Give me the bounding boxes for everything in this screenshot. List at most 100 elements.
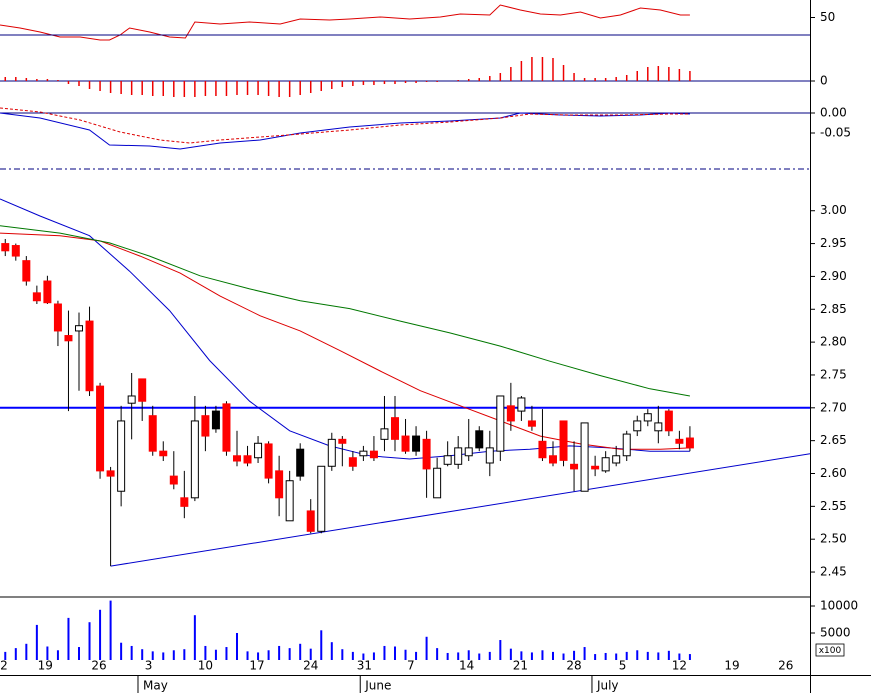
x-tick-label: 24 (303, 659, 318, 673)
y-tick-label: 2.85 (820, 302, 847, 316)
volume-bar (288, 648, 291, 660)
volume-bar (573, 650, 576, 660)
candle-body (275, 470, 284, 499)
volume-bar (478, 653, 481, 660)
volume-bar (594, 654, 597, 660)
candle-body (222, 403, 231, 452)
volume-bar (299, 643, 302, 660)
x-tick-label: 10 (198, 659, 213, 673)
volume-bar (130, 645, 133, 660)
candle-body (527, 420, 536, 427)
candle-body (254, 442, 263, 459)
candle-body (570, 463, 579, 470)
candle-body (591, 465, 600, 470)
y-tick-label: 0.00 (820, 106, 847, 120)
volume-bar (604, 652, 607, 660)
x-tick-label: 3 (145, 659, 153, 673)
volume-bar (678, 653, 681, 660)
candle-body (127, 395, 136, 404)
candle-body (317, 465, 326, 532)
candle-body (506, 405, 515, 422)
volume-bar (362, 653, 365, 660)
y-tick-label: 0 (820, 74, 828, 88)
candle-body (243, 455, 252, 464)
candle-body (138, 378, 147, 402)
y-tick-label: 3.00 (820, 203, 847, 217)
y-tick-label: 2.75 (820, 367, 847, 381)
x-tick-label: 21 (513, 659, 528, 673)
y-tick-label: 2.50 (820, 532, 847, 546)
candle-body (496, 395, 505, 452)
candle-body (654, 422, 663, 432)
volume-bar (141, 649, 144, 660)
x-tick-label: 26 (91, 659, 106, 673)
volume-bar (151, 651, 154, 660)
volume-bar (530, 652, 533, 660)
volume-bar (688, 654, 691, 660)
candle-body (148, 415, 157, 452)
volume-bar (657, 652, 660, 660)
volume-bar (446, 652, 449, 660)
candle-body (96, 385, 105, 472)
candle-body (675, 438, 684, 444)
volume-bar (183, 649, 186, 660)
indicator-line (0, 107, 690, 144)
candle-body (380, 428, 389, 440)
y-tick-label: -0.05 (820, 126, 851, 140)
candle-body (306, 510, 315, 532)
candle-body (64, 335, 73, 342)
mark-layer (0, 4, 811, 660)
volume-bar (99, 609, 102, 660)
candle-body (43, 280, 52, 304)
candle-body (401, 435, 410, 452)
candle-body (22, 260, 31, 282)
x-tick-label: 19 (724, 659, 739, 673)
candle-body (53, 303, 62, 332)
candle-body (485, 447, 494, 464)
volume-bar (172, 650, 175, 660)
y-tick-label: 50 (820, 10, 835, 24)
y-tick-label: 2.95 (820, 236, 847, 250)
volume-bar (267, 650, 270, 660)
volume-bar (499, 640, 502, 660)
volume-bar (551, 651, 554, 660)
candle-body (159, 450, 168, 457)
x-tick-label: 19 (38, 659, 53, 673)
candle-body (232, 455, 241, 462)
candle-body (117, 420, 126, 492)
volume-bar (88, 622, 91, 660)
candle-body (327, 438, 336, 467)
volume-bar (457, 652, 460, 660)
volume-bar (67, 617, 70, 660)
volume-bar (646, 651, 649, 660)
candle-body (464, 447, 473, 457)
y-tick-label: 2.80 (820, 335, 847, 349)
indicator-line (0, 4, 690, 41)
volume-bar (667, 650, 670, 660)
candle-body (285, 480, 294, 522)
candle-body (85, 320, 94, 392)
volume-bar (77, 647, 80, 660)
unit-label: x100 (819, 646, 842, 656)
volume-bar (351, 651, 354, 660)
y-tick-label: 5000 (820, 626, 851, 640)
candle-body (664, 410, 673, 432)
x-tick-label: 14 (459, 659, 474, 673)
volume-bar (35, 624, 38, 660)
volume-bar (46, 646, 49, 660)
unit-box (815, 643, 845, 657)
y-tick-label: 2.90 (820, 269, 847, 283)
month-label: June (364, 679, 391, 693)
candle-body (548, 455, 557, 464)
volume-bar (162, 652, 165, 660)
volume-bar (320, 630, 323, 660)
candle-body (390, 417, 399, 440)
candle-body (190, 420, 199, 499)
volume-bar (509, 648, 512, 660)
candle-body (433, 467, 442, 499)
volume-bar (278, 645, 281, 660)
moving-average (0, 225, 690, 397)
candle-body (580, 422, 589, 492)
volume-bar (636, 650, 639, 660)
volume-bar (204, 645, 207, 660)
